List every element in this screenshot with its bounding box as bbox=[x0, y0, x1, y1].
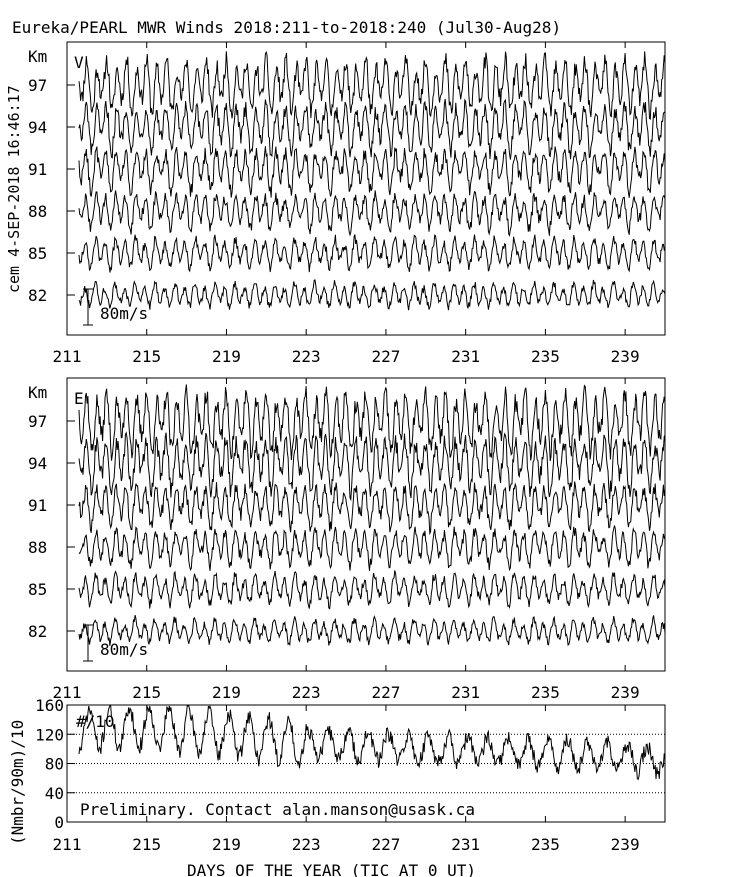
e-series-97km bbox=[78, 384, 666, 461]
panel-v-x-tick-label: 239 bbox=[611, 347, 640, 366]
v-y-tick-label: 97 bbox=[28, 76, 47, 95]
panel-v-x-tick-label: 235 bbox=[531, 347, 560, 366]
v-series-97km bbox=[78, 50, 666, 120]
x-axis-label: DAYS OF THE YEAR (TIC AT 0 UT) bbox=[187, 861, 476, 877]
e-y-tick-label: 94 bbox=[28, 454, 47, 473]
panel-count-y-tick-label: 40 bbox=[45, 784, 64, 803]
panel-v-x-tick-label: 211 bbox=[53, 347, 82, 366]
panel-count-x-tick-label: 227 bbox=[371, 835, 400, 854]
e-y-tick-label: 97 bbox=[28, 412, 47, 431]
panel-count: #/10 (Nmbr/90m)/10 Preliminary. Contact … bbox=[8, 696, 666, 845]
figure-title: Eureka/PEARL MWR Winds 2018:211-to-2018:… bbox=[12, 18, 561, 37]
panel-e-x-tick-label: 239 bbox=[611, 683, 640, 702]
v-y-tick-label: 94 bbox=[28, 118, 47, 137]
panel-e-x-tick-label: 227 bbox=[371, 683, 400, 702]
contact-note: Preliminary. Contact alan.manson@usask.c… bbox=[80, 800, 475, 819]
panel-e-scale-label: 80m/s bbox=[100, 640, 148, 659]
panel-v-x-tick-label: 227 bbox=[371, 347, 400, 366]
v-series-88km bbox=[78, 190, 666, 237]
panel-count-x-tick-label: 215 bbox=[132, 835, 161, 854]
panel-e-units-label: Km bbox=[28, 383, 47, 402]
panel-e-x-tick-label: 231 bbox=[451, 683, 480, 702]
panel-v-units-label: Km bbox=[28, 47, 47, 66]
panel-e: Km E 80m/s 97 94 91 88 85 82 bbox=[28, 377, 666, 672]
v-series-85km bbox=[78, 234, 666, 273]
v-series-82km bbox=[78, 279, 666, 311]
e-series-88km bbox=[78, 525, 666, 572]
panel-e-x-tick-label: 219 bbox=[212, 683, 241, 702]
v-series-91km bbox=[78, 146, 666, 198]
panel-count-series-label: #/10 bbox=[76, 712, 115, 731]
e-series-85km bbox=[78, 570, 666, 610]
side-stamp: cem 4-SEP-2018 16:46:17 bbox=[5, 85, 23, 293]
panel-count-y-tick-label: 120 bbox=[35, 725, 64, 744]
e-y-tick-label: 85 bbox=[28, 580, 47, 599]
panel-count-x-tick-label: 211 bbox=[53, 835, 82, 854]
panel-e-x-tick-label: 211 bbox=[53, 683, 82, 702]
panel-e-x-tick-label: 215 bbox=[132, 683, 161, 702]
panel-count-x-tick-label: 219 bbox=[212, 835, 241, 854]
e-y-tick-label: 91 bbox=[28, 496, 47, 515]
panel-count-x-tick-label: 231 bbox=[451, 835, 480, 854]
panel-count-x-tick-label: 223 bbox=[292, 835, 321, 854]
panel-v-x-tick-label: 219 bbox=[212, 347, 241, 366]
panel-v-scale-label: 80m/s bbox=[100, 304, 148, 323]
panel-v-x-tick-label: 215 bbox=[132, 347, 161, 366]
panel-count-x-tick-label: 239 bbox=[611, 835, 640, 854]
panel-count-ylabel: (Nmbr/90m)/10 bbox=[8, 720, 27, 845]
panel-v-frame bbox=[66, 41, 666, 336]
e-y-tick-label: 82 bbox=[28, 622, 47, 641]
panel-v-x-tick-label: 223 bbox=[292, 347, 321, 366]
e-y-tick-label: 88 bbox=[28, 538, 47, 557]
panel-count-y-tick-label: 160 bbox=[35, 696, 64, 715]
e-series-94km bbox=[78, 431, 666, 502]
panel-e-component-label: E bbox=[74, 389, 84, 408]
v-y-tick-label: 91 bbox=[28, 160, 47, 179]
panel-count-y-tick-label: 0 bbox=[54, 813, 64, 832]
panel-e-x-tick-label: 223 bbox=[292, 683, 321, 702]
panel-count-y-tick-label: 80 bbox=[45, 755, 64, 774]
v-series-94km bbox=[78, 98, 666, 160]
e-series-91km bbox=[78, 481, 666, 536]
panel-count-series bbox=[78, 704, 666, 781]
panel-v-x-tick-label: 231 bbox=[451, 347, 480, 366]
v-y-tick-label: 85 bbox=[28, 244, 47, 263]
panel-v: Km V 80m/s 97 94 91 88 85 82 bbox=[28, 41, 666, 336]
v-y-tick-label: 88 bbox=[28, 202, 47, 221]
e-series-82km bbox=[78, 614, 666, 647]
panel-e-x-tick-label: 235 bbox=[531, 683, 560, 702]
v-y-tick-label: 82 bbox=[28, 286, 47, 305]
panel-v-component-label: V bbox=[74, 53, 84, 72]
panel-e-frame bbox=[66, 377, 666, 672]
panel-count-x-tick-label: 235 bbox=[531, 835, 560, 854]
